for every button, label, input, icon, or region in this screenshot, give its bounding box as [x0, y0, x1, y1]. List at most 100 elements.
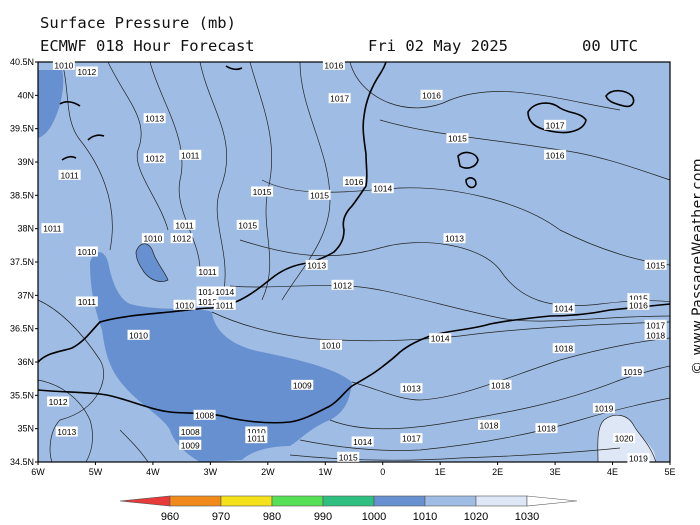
isobar-label-box: [179, 439, 202, 450]
isobar-label-text: 1011: [216, 300, 235, 310]
isobar-label: 1012: [170, 233, 193, 244]
isobar-label-text: 1016: [422, 90, 441, 100]
coastline-detail: [61, 155, 77, 161]
isobar-label-text: 1017: [402, 434, 421, 444]
pressure-fill-1000-1010-inland: [136, 243, 168, 282]
isobar-label-text: 1020: [615, 434, 634, 444]
legend-value-label: 990: [314, 511, 332, 523]
isobar-label: 1020: [613, 433, 636, 444]
isobar-label-box: [179, 149, 202, 160]
isobar-label: 1019: [621, 366, 644, 377]
latitude-label: 40.5N: [10, 57, 34, 67]
isobar-label-text: 1013: [57, 427, 76, 437]
latitude-labels: 40.5N 40N 39.5N 39N 38.5N 38N 37.5N 37N 36.5N 36N…: [10, 57, 34, 467]
isobar-label-box: [196, 266, 219, 277]
isobar-label-text: 1012: [198, 297, 217, 307]
isobar-label-box: [52, 59, 75, 70]
isobar-label-text: 1008: [195, 410, 214, 420]
isobar-line: [261, 179, 670, 266]
isobar-label: 1010: [173, 299, 196, 310]
isobar-label: 1013: [400, 383, 423, 394]
isobar-label-box: [592, 403, 615, 414]
isobar-label: 1014: [429, 333, 452, 344]
coastline-africa: [38, 303, 670, 424]
coastline-detail: [225, 65, 243, 71]
isobar-label-box: [337, 451, 360, 462]
isobar-label-box: [544, 149, 567, 160]
isobar-label: 1017: [328, 93, 351, 104]
isobar-label-text: 1011: [175, 220, 194, 230]
isobar-label-text: 1015: [310, 190, 329, 200]
isobar-label-box: [644, 259, 667, 270]
isobar-label-box: [179, 426, 202, 437]
isobar-label-box: [621, 366, 644, 377]
isobar-label-box: [429, 333, 452, 344]
isobar-label: 1014: [552, 303, 575, 314]
isobar-label: 1010: [141, 233, 164, 244]
isobar-label: 1018: [535, 423, 558, 434]
longitude-label: 6W: [31, 467, 45, 477]
isobar-label-box: [351, 436, 374, 447]
isobar-label: 1015: [251, 186, 274, 197]
isobar-label: 1012: [47, 396, 70, 407]
coastline-menorca: [605, 89, 635, 108]
isobar-label-box: [75, 296, 98, 307]
latitude-label: 34.5N: [10, 457, 34, 467]
forecast-time: 00 UTC: [582, 37, 638, 55]
isobar-label-box: [420, 89, 443, 100]
isobar-label: 1013: [443, 233, 466, 244]
isobar-label-text: 1018: [480, 420, 499, 430]
longitude-label: 1W: [319, 467, 333, 477]
isobar-label-box: [478, 419, 501, 430]
isobar-label-text: 1014: [554, 304, 573, 314]
legend-swatch: [373, 495, 426, 507]
isobar-lines: [38, 62, 670, 462]
isobar-label-text: 1012: [333, 280, 352, 290]
isobar-line: [299, 397, 670, 451]
isobar-label: 1008: [193, 409, 216, 420]
isobar-label-box: [627, 453, 650, 464]
isobar-label-box: [343, 176, 365, 187]
isobar-label-text: 1013: [307, 260, 326, 270]
isobar-label: 1013: [143, 113, 166, 124]
longitude-label: 4W: [146, 467, 160, 477]
latitude-label: 35.5N: [10, 390, 34, 400]
isobar-label: 1009: [291, 379, 314, 390]
isobar-label: 1019: [627, 453, 650, 464]
isobar-label-box: [400, 383, 423, 394]
isobar-label-text: 1011: [247, 434, 266, 444]
isobar-line: [379, 119, 670, 181]
isobar-label-text: 1014: [198, 287, 217, 297]
isobar-label-box: [143, 153, 166, 164]
isobar-label-text: 1013: [445, 234, 464, 244]
legend-value-label: 1010: [413, 511, 437, 523]
isobar-label: 1012: [331, 279, 354, 290]
isobar-line: [597, 414, 657, 462]
latitude-label: 40N: [17, 90, 34, 100]
legend-swatch: [119, 495, 171, 507]
isobar-line: [199, 62, 228, 291]
longitude-label: 0: [380, 467, 385, 477]
isobar-label-box: [305, 259, 328, 270]
longitude-label: 4E: [607, 467, 618, 477]
isobar-label-box: [193, 409, 216, 420]
isobar-label-box: [245, 426, 268, 437]
isobar-label: 1012: [75, 66, 98, 77]
isobar-line: [135, 243, 169, 282]
isobar-label: 1018: [644, 329, 667, 340]
isobar-label-text: 1008: [181, 427, 200, 437]
latitude-label: 36N: [17, 357, 34, 367]
isobar-label-text: 1009: [181, 440, 200, 450]
isobar-label-text: 1016: [629, 300, 648, 310]
longitude-label: 1E: [435, 467, 446, 477]
isobar-label-text: 1011: [60, 170, 79, 180]
isobar-label-text: 1011: [78, 297, 97, 307]
isobar-label-box: [489, 379, 512, 390]
isobar-label-text: 1010: [129, 330, 148, 340]
longitude-label: 2W: [261, 467, 275, 477]
isobar-label: 1011: [245, 433, 268, 444]
isobar-label: 1010: [320, 339, 343, 350]
isobar-label-text: 1011: [181, 150, 200, 160]
isobar-line: [211, 311, 670, 342]
